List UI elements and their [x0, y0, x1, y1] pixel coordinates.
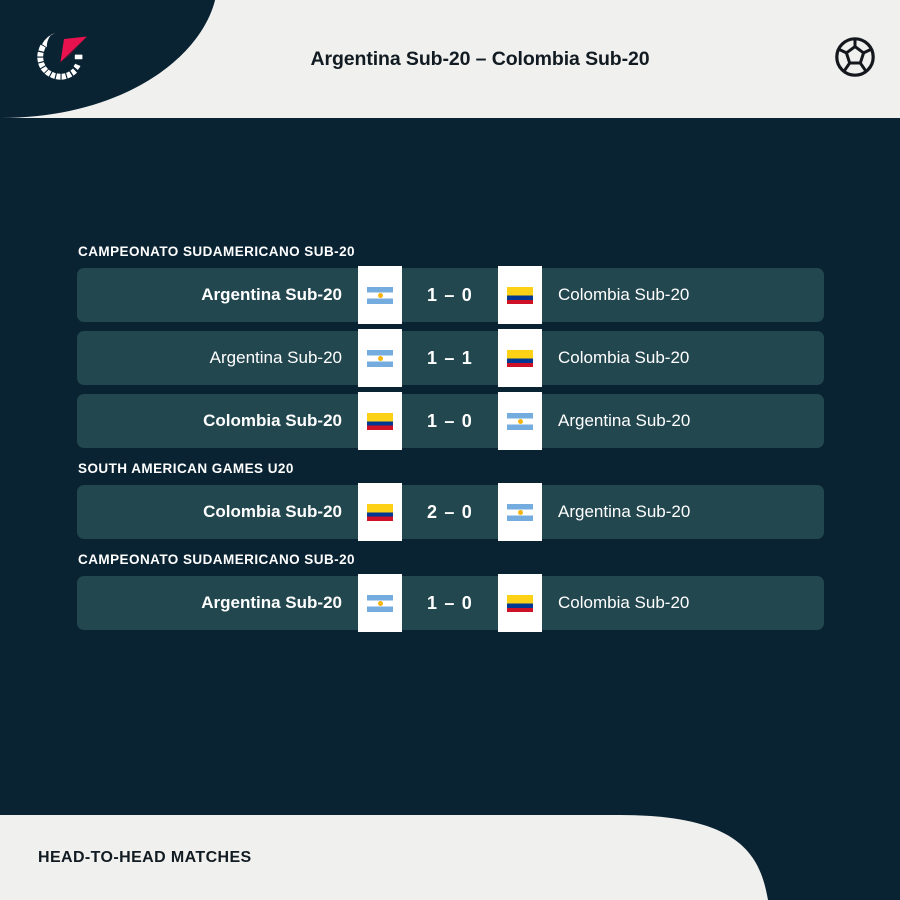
home-team-name: Argentina Sub-20	[201, 593, 342, 612]
flag-argentina-icon	[367, 349, 393, 367]
competition-title: SOUTH AMERICAN GAMES U20	[78, 461, 294, 476]
competition-section: SOUTH AMERICAN GAMES U20 Colombia Sub-20…	[0, 461, 900, 541]
away-team-name: Argentina Sub-20	[558, 502, 691, 521]
away-team-flag-tile	[498, 329, 542, 387]
match-score: 1 – 0	[426, 284, 474, 305]
home-team-name: Argentina Sub-20	[209, 348, 342, 367]
match-row[interactable]: Argentina Sub-20 1 – 0 Colombia Sub-20	[76, 266, 824, 324]
home-team-name: Argentina Sub-20	[201, 285, 342, 304]
flag-argentina-icon	[367, 286, 393, 304]
away-team-name: Colombia Sub-20	[558, 285, 690, 304]
flashscore-logo-icon[interactable]	[30, 26, 92, 88]
flag-colombia-icon	[367, 503, 393, 521]
home-team-flag-tile	[358, 483, 402, 541]
away-team-name: Colombia Sub-20	[558, 593, 690, 612]
flag-argentina-icon	[367, 594, 393, 612]
home-team-name: Colombia Sub-20	[203, 411, 342, 430]
away-team-flag-tile	[498, 392, 542, 450]
competition-title: CAMPEONATO SUDAMERICANO SUB-20	[78, 244, 356, 259]
flag-colombia-icon	[507, 286, 533, 304]
head-to-head-match-list: CAMPEONATO SUDAMERICANO SUB-20 Argentina…	[0, 118, 900, 643]
home-team-flag-tile	[358, 266, 402, 324]
flag-colombia-icon	[507, 349, 533, 367]
flag-argentina-icon	[507, 412, 533, 430]
competition-title: CAMPEONATO SUDAMERICANO SUB-20	[78, 552, 356, 567]
away-team-flag-tile	[498, 574, 542, 632]
home-team-flag-tile	[358, 329, 402, 387]
match-row[interactable]: Argentina Sub-20 1 – 1 Colombia Sub-20	[76, 329, 824, 387]
match-row[interactable]: Colombia Sub-20 1 – 0 Argentina Sub-20	[76, 392, 824, 450]
away-team-name: Argentina Sub-20	[558, 411, 691, 430]
match-score: 1 – 0	[426, 592, 474, 613]
home-team-name: Colombia Sub-20	[203, 502, 342, 521]
away-team-flag-tile	[498, 266, 542, 324]
match-score: 1 – 1	[426, 347, 474, 368]
away-team-flag-tile	[498, 483, 542, 541]
flag-colombia-icon	[367, 412, 393, 430]
match-row[interactable]: Argentina Sub-20 1 – 0 Colombia Sub-20	[76, 574, 824, 632]
page-footer: HEAD-TO-HEAD MATCHES	[0, 815, 900, 900]
page-header: Argentina Sub-20 – Colombia Sub-20	[0, 0, 900, 118]
flag-colombia-icon	[507, 594, 533, 612]
home-team-flag-tile	[358, 392, 402, 450]
competition-section: CAMPEONATO SUDAMERICANO SUB-20 Argentina…	[0, 244, 900, 450]
match-row[interactable]: Colombia Sub-20 2 – 0 Argentina Sub-20	[76, 483, 824, 541]
away-team-name: Colombia Sub-20	[558, 348, 690, 367]
match-score: 1 – 0	[426, 410, 474, 431]
home-team-flag-tile	[358, 574, 402, 632]
footer-label: HEAD-TO-HEAD MATCHES	[38, 848, 252, 866]
competition-section: CAMPEONATO SUDAMERICANO SUB-20 Argentina…	[0, 552, 900, 632]
flag-argentina-icon	[507, 503, 533, 521]
soccer-ball-icon	[834, 36, 876, 78]
match-score: 2 – 0	[426, 501, 474, 522]
